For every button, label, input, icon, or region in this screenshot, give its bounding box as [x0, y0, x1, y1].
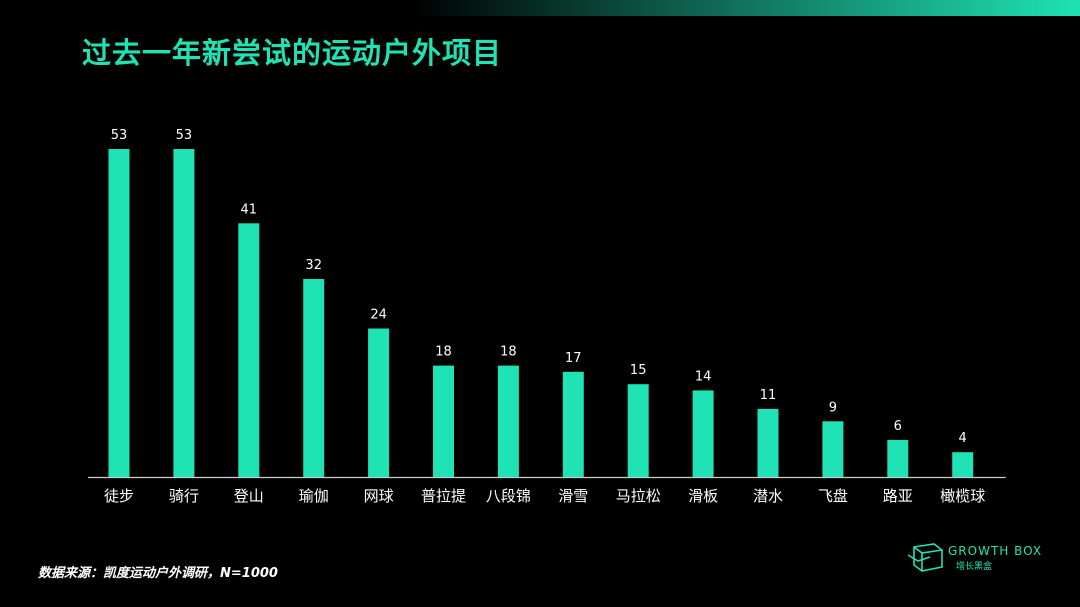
bar: [173, 149, 195, 477]
bar: [757, 408, 779, 477]
data-label: 53: [111, 128, 128, 143]
data-label: 32: [305, 258, 322, 273]
data-label: 18: [435, 345, 452, 360]
brand-name: GROWTH BOX: [948, 544, 1043, 558]
data-label: 6: [894, 419, 902, 434]
bar: [822, 421, 844, 477]
data-label: 24: [370, 308, 387, 323]
top-accent-bar: [0, 0, 1080, 16]
x-tick-label: 八段锦: [486, 487, 531, 505]
x-tick-label: 路亚: [883, 487, 913, 505]
x-tick-label: 普拉提: [421, 487, 466, 505]
x-tick-label: 飞盘: [818, 487, 848, 505]
brand-logo: GROWTH BOX 增长黑盒: [906, 541, 1046, 573]
x-tick-label: 骑行: [169, 487, 199, 505]
bar: [692, 390, 714, 477]
data-label: 9: [829, 400, 837, 415]
bar: [627, 384, 649, 477]
data-label: 15: [630, 363, 647, 378]
data-label: 11: [760, 388, 777, 403]
bar: [952, 452, 974, 477]
x-tick-label: 潜水: [753, 487, 783, 505]
x-tick-label: 徒步: [104, 487, 134, 505]
x-tick-label: 马拉松: [616, 487, 661, 505]
data-label: 14: [695, 369, 712, 384]
bar: [238, 223, 260, 477]
bar: [887, 439, 909, 477]
bar: [108, 149, 130, 477]
x-tick-label: 瑜伽: [299, 487, 329, 505]
data-label: 53: [176, 128, 193, 143]
bar: [368, 328, 390, 477]
data-source-note: 数据来源：凯度运动户外调研，N=1000: [38, 566, 278, 581]
x-tick-label: 登山: [234, 487, 264, 505]
brand-sub-name: 增长黑盒: [956, 562, 993, 572]
bar: [303, 279, 325, 477]
data-label: 18: [500, 345, 517, 360]
x-tick-label: 滑板: [688, 487, 718, 505]
bar: [562, 371, 584, 477]
x-tick-label: 滑雪: [558, 487, 588, 505]
data-label: 4: [959, 431, 967, 446]
bar: [497, 365, 519, 477]
x-tick-label: 网球: [364, 487, 394, 505]
growth-box-logo-icon: [907, 543, 943, 572]
x-tick-label: 橄榄球: [940, 487, 985, 505]
data-label: 17: [565, 351, 582, 366]
page-title: 过去一年新尝试的运动户外项目: [82, 36, 503, 70]
bar: [433, 365, 454, 477]
data-label: 41: [241, 202, 258, 217]
